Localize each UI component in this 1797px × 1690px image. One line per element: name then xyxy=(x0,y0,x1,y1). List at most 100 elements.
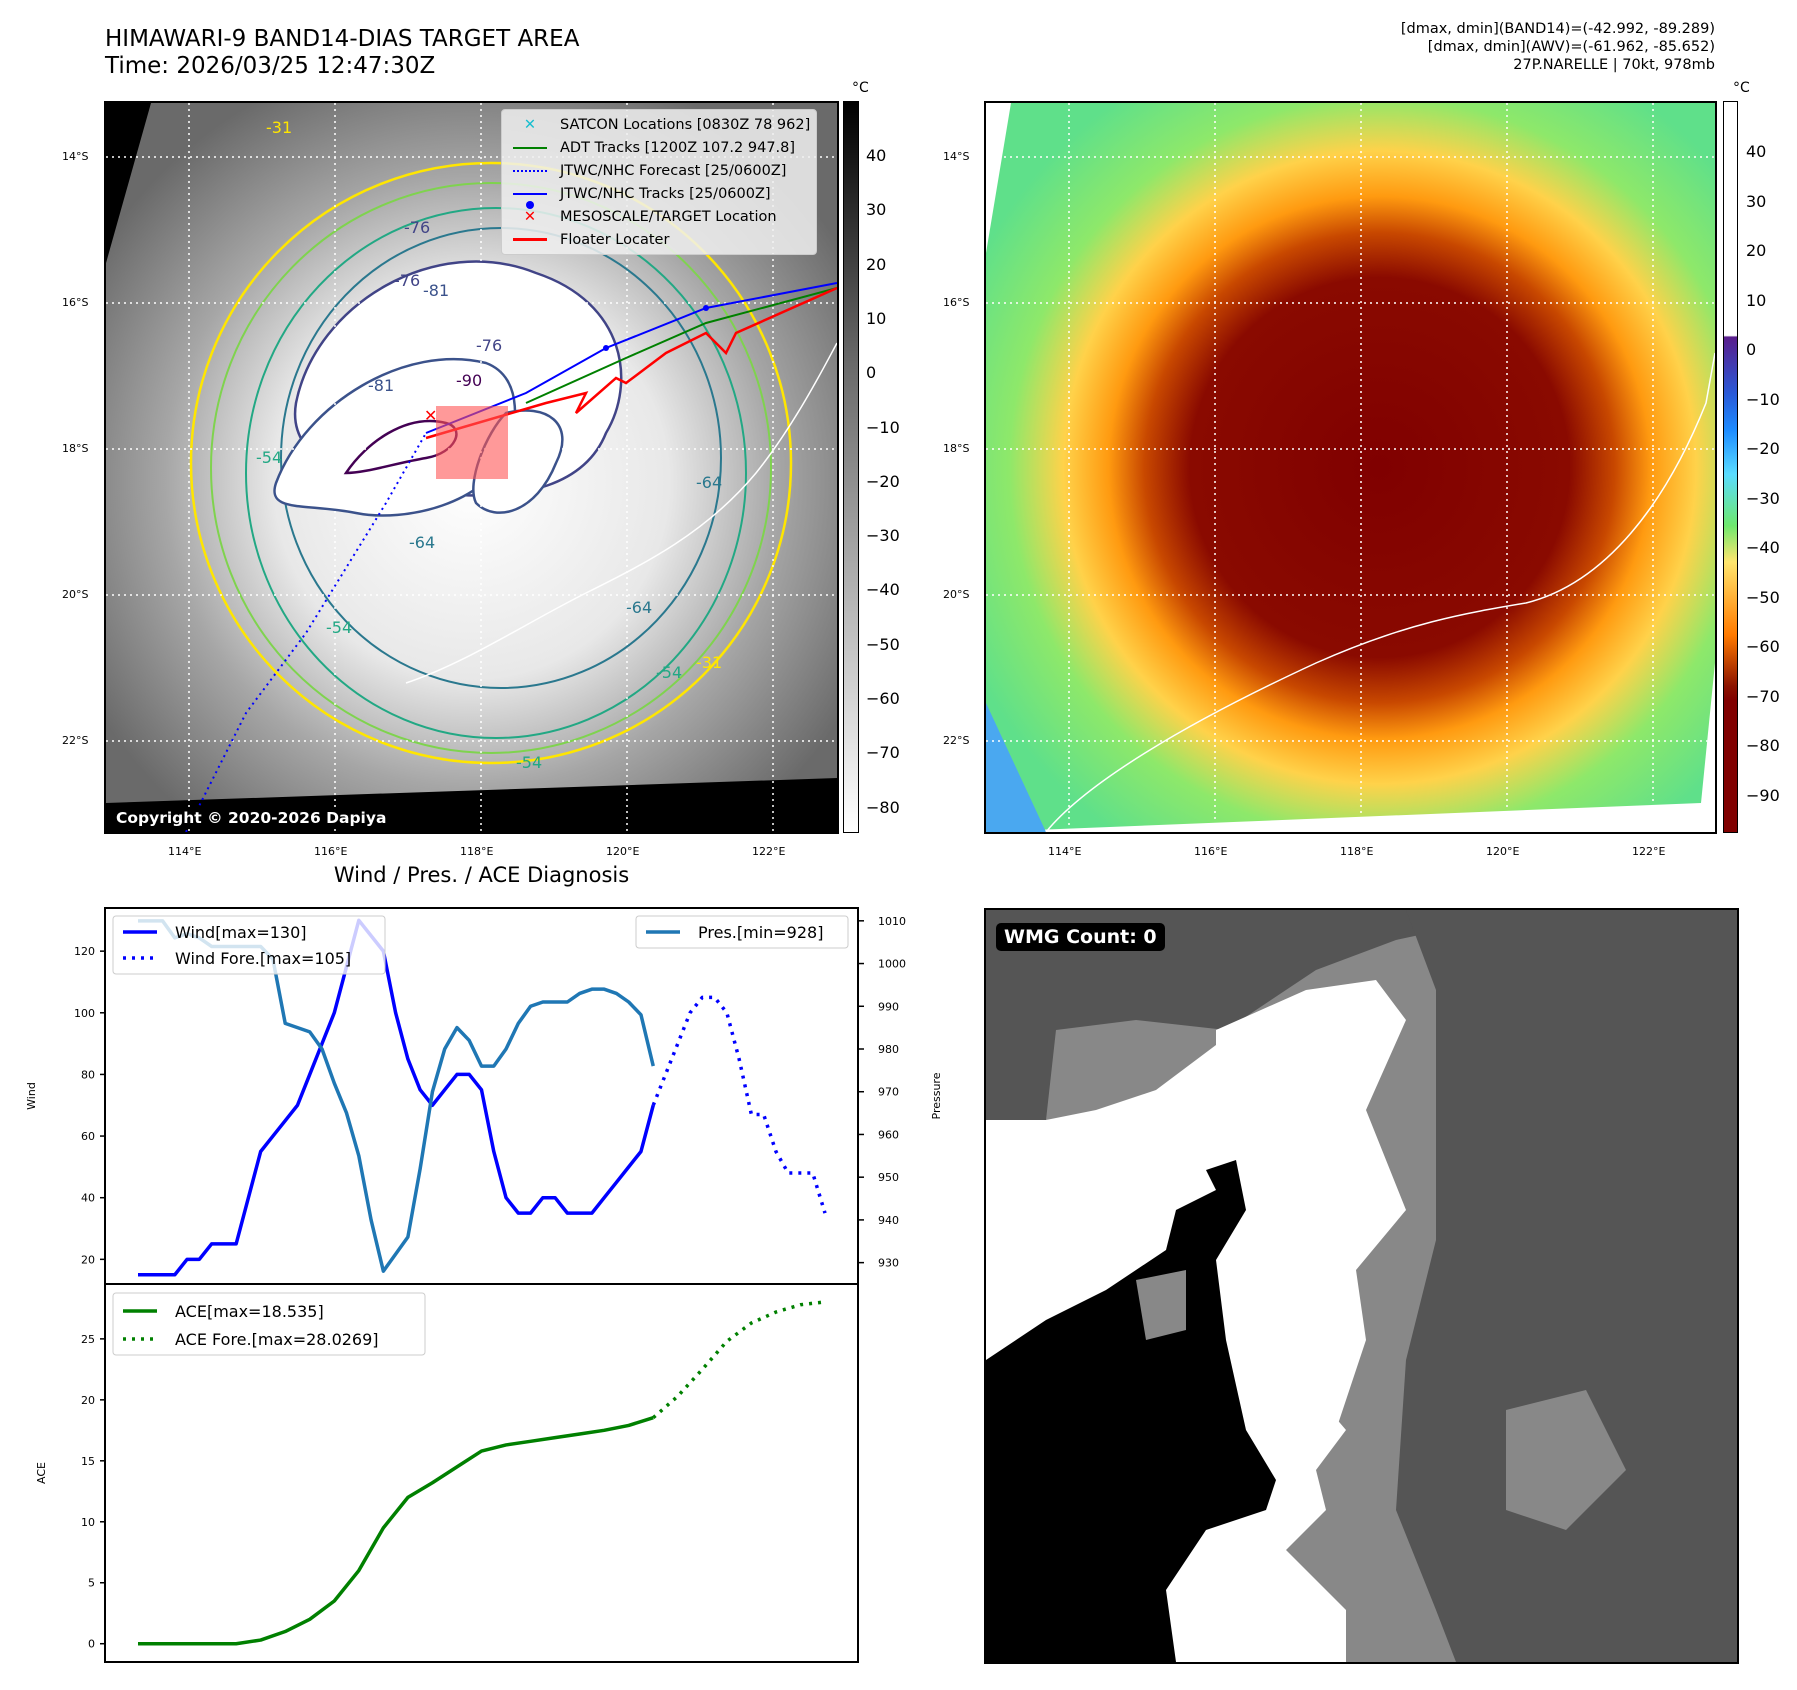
colorbar-tick-label: 10 xyxy=(1746,290,1767,310)
series-line-1 xyxy=(652,1300,826,1420)
legend-label: JTWC/NHC Forecast [25/0600Z] xyxy=(560,162,787,179)
legend-item-floater: Floater Locater xyxy=(508,228,810,251)
legend-item-adt: ADT Tracks [1200Z 107.2 947.8] xyxy=(508,136,810,159)
colorbar-tick-label: 10 xyxy=(866,308,887,328)
colorbar-tick-label: −60 xyxy=(866,689,900,708)
colorbar-tick-label: −80 xyxy=(866,797,900,817)
legend-label: SATCON Locations [0830Z 78 962] xyxy=(560,116,811,133)
legend-label: JTWC/NHC Tracks [25/0600Z] xyxy=(560,185,771,202)
dotted-line-icon xyxy=(508,169,552,172)
y-tick-label: 25 xyxy=(81,1333,95,1346)
wmg-count-badge: WMG Count: 0 xyxy=(996,923,1165,951)
y2-axis-label: Pressure xyxy=(930,1072,943,1119)
target-x-marker: ✕ xyxy=(424,406,437,425)
jtwc-track-point xyxy=(703,305,709,311)
series-line-0 xyxy=(138,918,655,1277)
wmg-panel: WMG Count: 0 xyxy=(984,908,1739,1664)
contour-label: -76 xyxy=(404,218,430,237)
awv-image xyxy=(986,103,1715,832)
line-dot-icon xyxy=(508,192,552,209)
contour-label: -90 xyxy=(456,371,482,390)
jtwc-track-point xyxy=(603,345,609,351)
colorbar-tick-label: −50 xyxy=(1746,587,1780,607)
wmg-classification-image xyxy=(986,910,1737,1662)
y2-tick-label: 940 xyxy=(878,1214,899,1227)
legend-box xyxy=(112,1292,426,1356)
x-marker-icon: ✕ xyxy=(523,208,537,225)
lat-label: 22°S xyxy=(943,734,970,747)
contour-label: -64 xyxy=(626,598,652,617)
legend-label: MESOSCALE/TARGET Location xyxy=(560,208,777,225)
lat-label: 16°S xyxy=(943,296,970,309)
colorbar-tick-label: 20 xyxy=(866,254,887,274)
contour-label: -54 xyxy=(256,448,282,467)
colorbar-tick-label: −60 xyxy=(1746,637,1780,656)
y-tick-label: 20 xyxy=(81,1394,95,1407)
colorbar-tick-label: 20 xyxy=(1746,241,1767,260)
coastline xyxy=(1045,352,1715,832)
legend-label: Floater Locater xyxy=(560,231,670,248)
y-axis-label: Wind xyxy=(25,1082,38,1110)
lat-label: 20°S xyxy=(943,588,970,601)
contour-label: -54 xyxy=(656,663,682,682)
y-tick-label: 80 xyxy=(81,1068,95,1081)
y2-tick-label: 990 xyxy=(878,1000,899,1013)
colorbar-tick-label: 40 xyxy=(866,146,887,165)
awv-colorbar-unit: °C xyxy=(1733,80,1750,96)
lat-label: 18°S xyxy=(62,442,89,455)
colorbar-tick-label: 30 xyxy=(866,200,887,220)
contour-label: -81 xyxy=(368,376,394,395)
colorbar-tick-label: −20 xyxy=(1746,439,1780,458)
legend-box xyxy=(112,915,386,975)
y-tick-label: 40 xyxy=(81,1192,95,1205)
legend-box xyxy=(635,915,849,949)
lon-label: 120°E xyxy=(1486,845,1520,858)
contour-label: -76 xyxy=(476,336,502,355)
colorbar-tick-label: −20 xyxy=(866,471,900,491)
awv-map xyxy=(984,101,1717,834)
title-time: Time: 2026/03/25 12:47:30Z xyxy=(105,53,436,79)
awv-range: [dmax, dmin](AWV)=(-61.962, -85.652) xyxy=(1427,39,1715,55)
contour-label: -64 xyxy=(696,473,722,492)
y2-tick-label: 930 xyxy=(878,1257,899,1270)
y-tick-label: 20 xyxy=(81,1253,95,1266)
colorbar-tick-label: −10 xyxy=(1746,389,1780,409)
lon-label: 114°E xyxy=(1048,845,1082,858)
colorbar-tick-label: −70 xyxy=(1746,686,1780,706)
lat-label: 14°S xyxy=(62,150,89,163)
y-tick-label: 10 xyxy=(81,1516,95,1529)
x-marker-icon: ✕ xyxy=(523,116,537,133)
storm-info: [dmax, dmin](BAND14)=(-42.992, -89.289) … xyxy=(1401,20,1715,74)
adt-track xyxy=(525,287,837,404)
lat-label: 16°S xyxy=(62,296,89,309)
colorbar-tick-label: 0 xyxy=(1746,340,1757,359)
colorbar-tick-label: 0 xyxy=(866,363,877,383)
band14-range: [dmax, dmin](BAND14)=(-42.992, -89.289) xyxy=(1400,21,1715,37)
legend-label: Wind Fore.[max=105] xyxy=(175,949,351,968)
y-tick-label: 120 xyxy=(74,945,95,958)
colorbar-tick-label: −50 xyxy=(866,634,900,654)
legend-label: ADT Tracks [1200Z 107.2 947.8] xyxy=(560,139,796,156)
legend-label: ACE Fore.[max=28.0269] xyxy=(175,1330,379,1349)
colorbar-tick-label: −30 xyxy=(866,526,900,546)
contour-label: -54 xyxy=(516,753,542,772)
y-tick-label: 0 xyxy=(88,1638,95,1651)
lat-label: 22°S xyxy=(62,734,89,747)
contour-label: -54 xyxy=(326,618,352,637)
lon-label: 116°E xyxy=(314,845,348,858)
colorbar-tick-label: −40 xyxy=(1746,538,1780,557)
lat-label: 20°S xyxy=(62,588,89,601)
floater-track xyxy=(425,286,837,440)
storm-name-intensity: 27P.NARELLE | 70kt, 978mb xyxy=(1513,57,1715,73)
lon-label: 122°E xyxy=(1632,845,1666,858)
colorbar-tick-label: 40 xyxy=(1746,142,1767,161)
contour-label: -81 xyxy=(423,281,449,300)
colorbar-tick-label: −10 xyxy=(866,417,900,437)
legend-item-mesoscale: ✕ MESOSCALE/TARGET Location xyxy=(508,205,810,228)
legend-item-jtwc-forecast: JTWC/NHC Forecast [25/0600Z] xyxy=(508,159,810,182)
y2-tick-label: 980 xyxy=(878,1043,899,1056)
contour-minus44 xyxy=(210,182,772,754)
band14-map: ✕ -76 -76 -81 -76 -81 -90 -64 -64 -54 -5… xyxy=(104,101,839,834)
colorbar-tick-label: −90 xyxy=(1746,785,1780,805)
y2-tick-label: 970 xyxy=(878,1086,899,1099)
